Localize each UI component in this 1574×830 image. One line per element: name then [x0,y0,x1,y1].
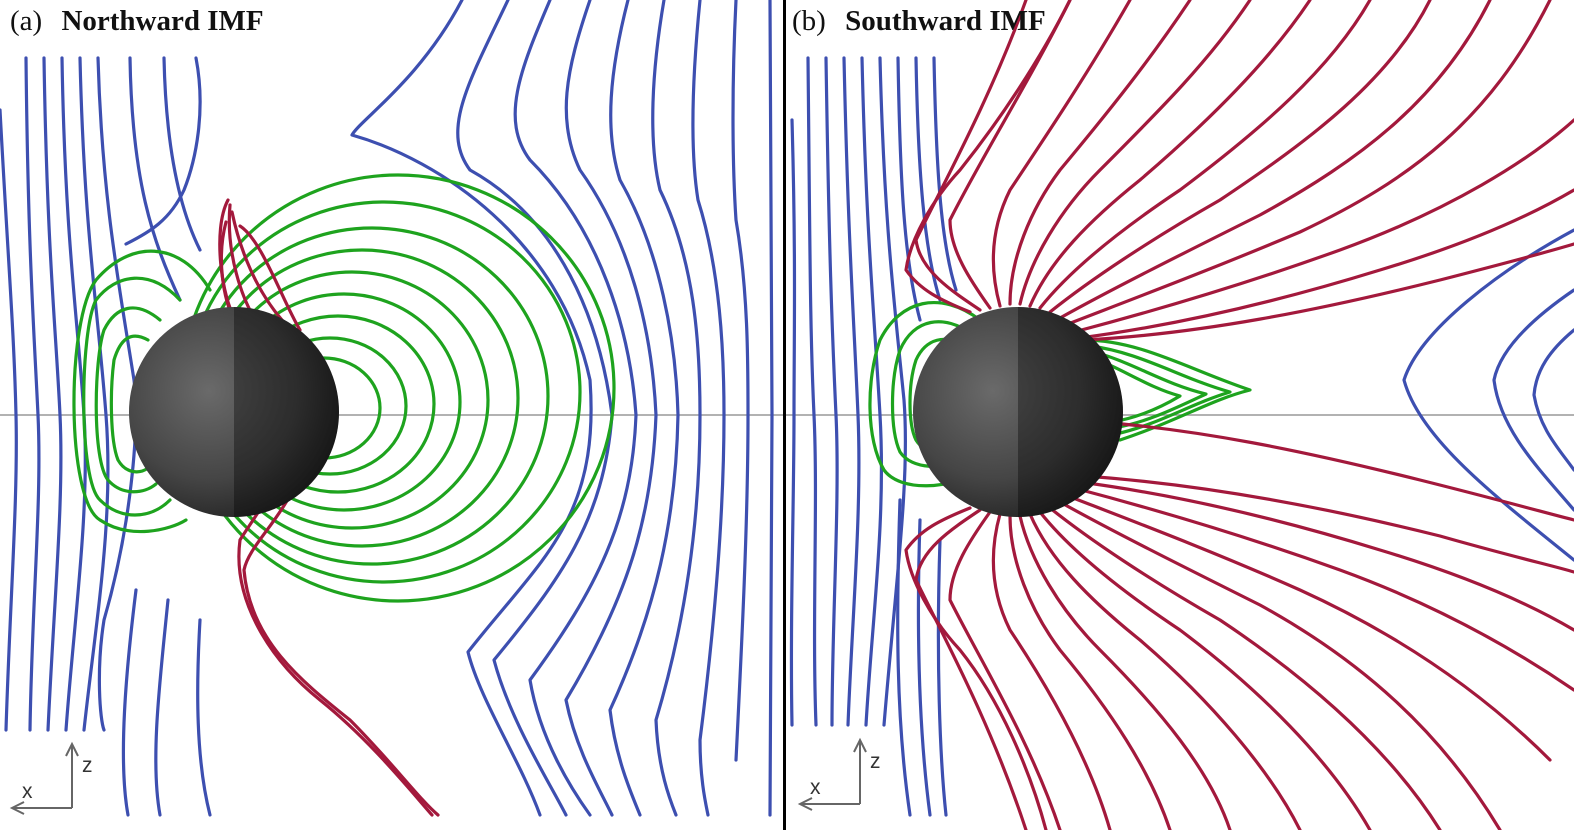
half-open-field-lines-b [904,0,1574,830]
panel-heading-b: Southward IMF [845,5,1046,37]
panel-label-b: (b) [792,5,826,37]
moon-b [913,307,1123,517]
open-field-lines-right [350,0,774,817]
panel-label-a: (a) [10,5,42,37]
open-field-lines-left-2 [121,56,212,817]
axis-label-x: x [22,780,33,803]
panel-title-a: (a) Northward IMF [10,5,264,37]
open-field-lines-left [0,56,138,732]
axis-label-x: x [810,776,821,799]
panel-a: z x (a) Northward IMF [0,0,783,817]
moon-a [129,307,339,517]
axis-label-z: z [82,754,93,777]
axis-indicator-a: z x [9,741,93,815]
axis-label-z: z [870,750,881,773]
panel-heading-a: Northward IMF [61,5,263,37]
open-field-lines-left-b [789,56,958,817]
axis-indicator-b: z x [797,737,881,811]
closed-field-lines-b [868,301,1252,488]
panel-b: z x (b) Southward IMF [786,0,1574,830]
open-field-lines-right-b [1402,228,1574,562]
panel-title-b: (b) Southward IMF [792,5,1046,37]
